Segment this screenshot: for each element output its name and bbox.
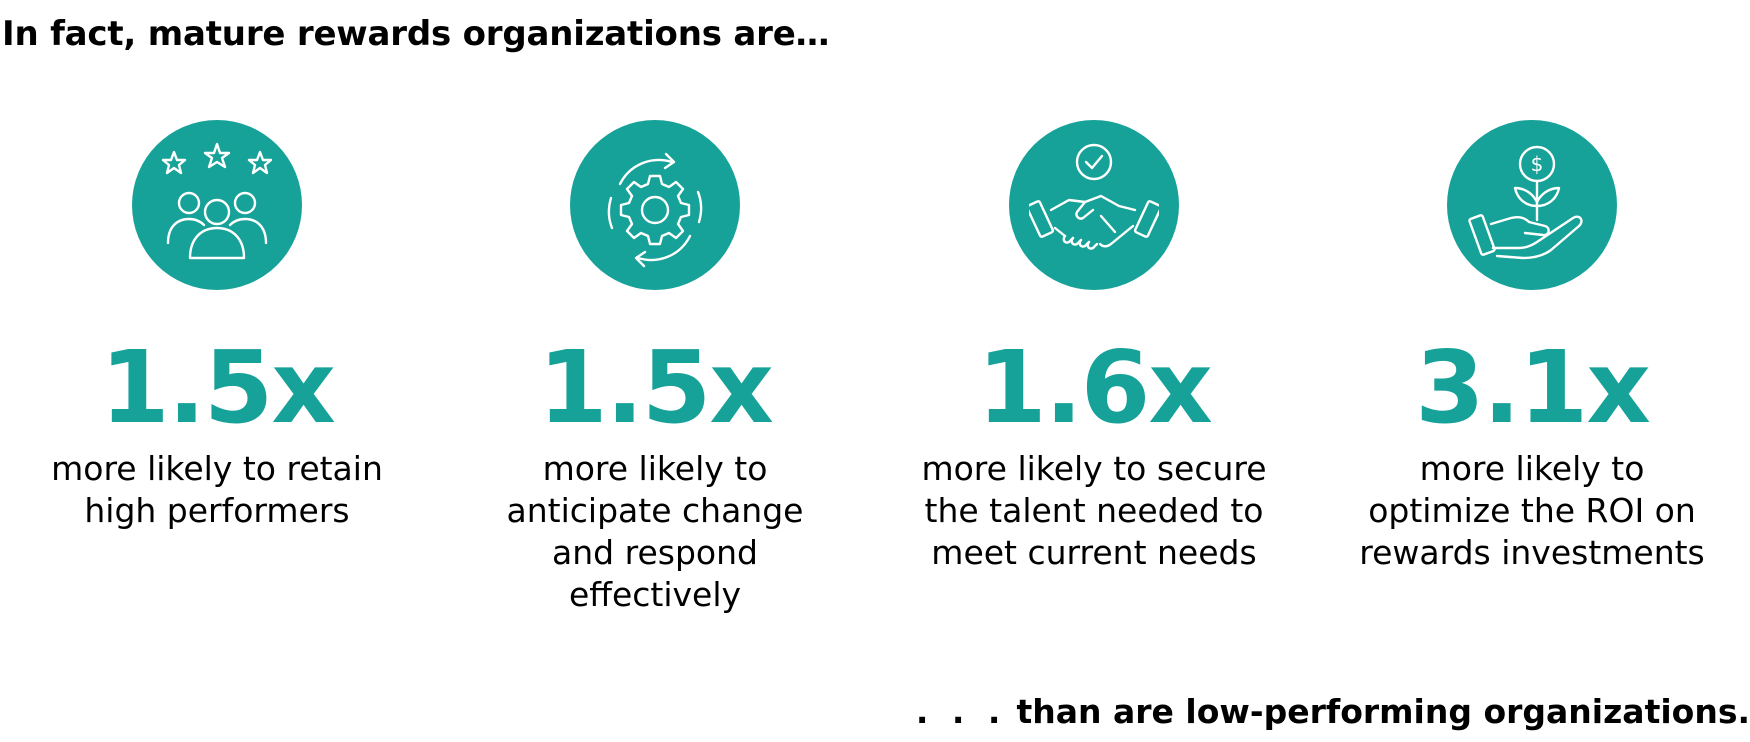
footer-dots: . . . xyxy=(915,692,1007,731)
handshake-check-icon xyxy=(1009,120,1179,290)
stat-description: more likely to retain high performers xyxy=(51,449,383,530)
stat-value: 1.5x xyxy=(100,329,336,446)
gear-cycle-icon xyxy=(570,120,740,290)
footer-note: . . . than are low-performing organizatio… xyxy=(916,692,1750,731)
people-stars-icon xyxy=(132,120,302,290)
stat-description: more likely to optimize the ROI on rewar… xyxy=(1359,449,1705,572)
stat-card-anticipate: 1.5x more likely to anticipate change an… xyxy=(465,120,845,616)
stat-card-talent: 1.6x more likely to secure the talent ne… xyxy=(904,120,1284,574)
page-title: In fact, mature rewards organizations ar… xyxy=(2,14,830,54)
stat-card-retain: 1.5x more likely to retain high performe… xyxy=(27,120,407,532)
hand-plant-dollar-icon: $ xyxy=(1447,120,1617,290)
stat-value: 1.6x xyxy=(977,329,1213,446)
stat-value: 1.5x xyxy=(538,329,774,446)
stat-card-roi: $ 3.1x more likely to optimize the ROI o… xyxy=(1342,120,1722,574)
svg-text:$: $ xyxy=(1531,152,1544,176)
stat-description: more likely to secure the talent needed … xyxy=(921,449,1267,572)
stat-description: more likely to anticipate change and res… xyxy=(506,449,804,614)
stat-value: 3.1x xyxy=(1415,329,1651,446)
footer-text: than are low-performing organizations. xyxy=(1016,692,1750,731)
